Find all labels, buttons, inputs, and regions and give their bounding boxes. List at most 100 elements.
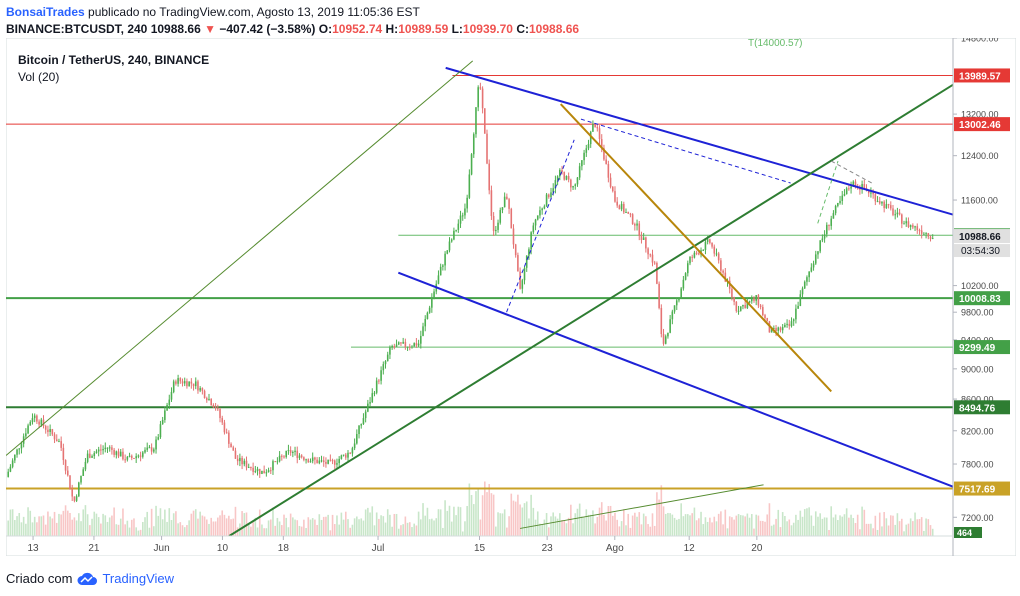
volume-bar bbox=[250, 526, 252, 536]
volume-bar bbox=[742, 515, 744, 536]
volume-bar bbox=[792, 522, 795, 536]
candle-body bbox=[830, 218, 833, 226]
x-tick-label: 10 bbox=[217, 543, 229, 554]
candle-body bbox=[682, 279, 685, 289]
candle-body bbox=[42, 419, 45, 427]
volume-bar bbox=[898, 521, 901, 536]
candle-body bbox=[490, 190, 493, 217]
volume-bar bbox=[695, 520, 698, 536]
volume-bar bbox=[814, 511, 817, 536]
volume-bar bbox=[587, 514, 590, 536]
candle-body bbox=[356, 434, 358, 444]
volume-bar bbox=[261, 524, 263, 536]
candle-body bbox=[146, 447, 149, 450]
trendline-green-ascending[interactable] bbox=[228, 68, 980, 536]
price-tag-bg bbox=[954, 229, 1010, 244]
volume-bar bbox=[53, 511, 56, 536]
volume-bar bbox=[656, 492, 658, 536]
price-tag-bg bbox=[954, 400, 1010, 415]
volume-bar bbox=[40, 516, 43, 536]
volume-bar bbox=[413, 523, 415, 536]
volume-bar bbox=[161, 519, 164, 536]
candle-body bbox=[221, 418, 224, 423]
publish-line: BonsaiTrades publicado no TradingView.co… bbox=[6, 5, 420, 19]
trendline-blue-dashed-up[interactable] bbox=[506, 139, 575, 313]
trendline-green-thin-left[interactable] bbox=[6, 60, 474, 456]
chart-frame[interactable]: 14800.00 13200.00 12400.00 11600.00 10200.00… bbox=[5, 34, 1017, 557]
candle-body bbox=[486, 133, 488, 164]
price-chart[interactable]: 14800.00 13200.00 12400.00 11600.00 10200.00… bbox=[5, 34, 1017, 557]
volume-bar bbox=[327, 514, 329, 536]
volume-bar bbox=[883, 512, 885, 536]
trendline-blue-upper-channel[interactable] bbox=[445, 66, 1016, 254]
candle-body bbox=[598, 128, 601, 140]
volume-bar bbox=[329, 530, 332, 536]
candle-body bbox=[592, 124, 594, 132]
volume-bar bbox=[214, 521, 217, 536]
candle-body bbox=[733, 297, 735, 302]
candle-body bbox=[825, 224, 828, 235]
volume-bar bbox=[60, 514, 62, 536]
candle-body bbox=[415, 343, 418, 346]
high-value: 10989.59 bbox=[398, 22, 449, 36]
candle-body bbox=[492, 216, 495, 232]
candle-body bbox=[320, 460, 323, 462]
volume-bar bbox=[594, 523, 596, 536]
volume-bar bbox=[80, 521, 82, 536]
volume-bar bbox=[881, 526, 883, 536]
volume-bar bbox=[596, 516, 599, 536]
volume-bar bbox=[210, 517, 212, 536]
candle-body bbox=[693, 252, 696, 258]
trendline-gold-descending[interactable] bbox=[559, 103, 832, 393]
volume-bar bbox=[620, 521, 623, 536]
volume-bar bbox=[583, 517, 585, 536]
candle-body bbox=[183, 381, 186, 384]
candle-body bbox=[347, 452, 349, 458]
trendline-gray-dashed-top[interactable] bbox=[831, 160, 873, 184]
trendline-green-dashed-up[interactable] bbox=[817, 160, 839, 224]
candle-body bbox=[887, 204, 890, 206]
volume-bar bbox=[861, 506, 863, 536]
candle-body bbox=[848, 188, 850, 190]
candle-body bbox=[239, 457, 241, 462]
volume-bar bbox=[106, 521, 109, 536]
trendline-blue-dashed-down[interactable] bbox=[580, 118, 791, 184]
volume-bar bbox=[406, 522, 409, 536]
candle-body bbox=[466, 197, 468, 209]
volume-bar bbox=[832, 517, 835, 536]
candle-body bbox=[625, 212, 627, 214]
volume-bar bbox=[715, 521, 718, 536]
candle-body bbox=[581, 160, 583, 167]
volume-bar bbox=[647, 524, 649, 536]
candle-body bbox=[803, 281, 806, 289]
candle-body bbox=[104, 447, 107, 449]
candle-body bbox=[843, 194, 846, 196]
candle-body bbox=[58, 441, 60, 443]
author-link[interactable]: BonsaiTrades bbox=[6, 5, 85, 19]
volume-bar bbox=[91, 518, 93, 536]
volume-bar bbox=[534, 519, 537, 536]
volume-bar bbox=[726, 528, 729, 536]
candle-body bbox=[303, 457, 305, 460]
candle-body bbox=[920, 230, 923, 234]
volume-bar bbox=[839, 515, 841, 536]
candle-body bbox=[660, 307, 663, 335]
volume-bar bbox=[11, 509, 14, 536]
candle-body bbox=[720, 260, 722, 271]
candle-body bbox=[130, 455, 133, 459]
volume-bar bbox=[119, 518, 122, 536]
volume-bar bbox=[144, 517, 146, 536]
trendline-green-thin-bottom[interactable] bbox=[519, 484, 764, 529]
volume-bar bbox=[642, 513, 645, 536]
volume-bar bbox=[479, 519, 482, 536]
candle-body bbox=[389, 347, 391, 355]
tradingview-brand-link[interactable]: TradingView bbox=[102, 571, 175, 586]
volume-bar bbox=[232, 518, 235, 536]
tradingview-cloud-icon bbox=[77, 572, 98, 585]
volume-bar bbox=[141, 521, 144, 536]
volume-bar bbox=[889, 515, 892, 536]
candle-body bbox=[709, 239, 711, 243]
candle-body bbox=[82, 469, 85, 476]
candle-body bbox=[523, 267, 526, 281]
trendline-blue-lower-channel[interactable] bbox=[397, 271, 966, 492]
